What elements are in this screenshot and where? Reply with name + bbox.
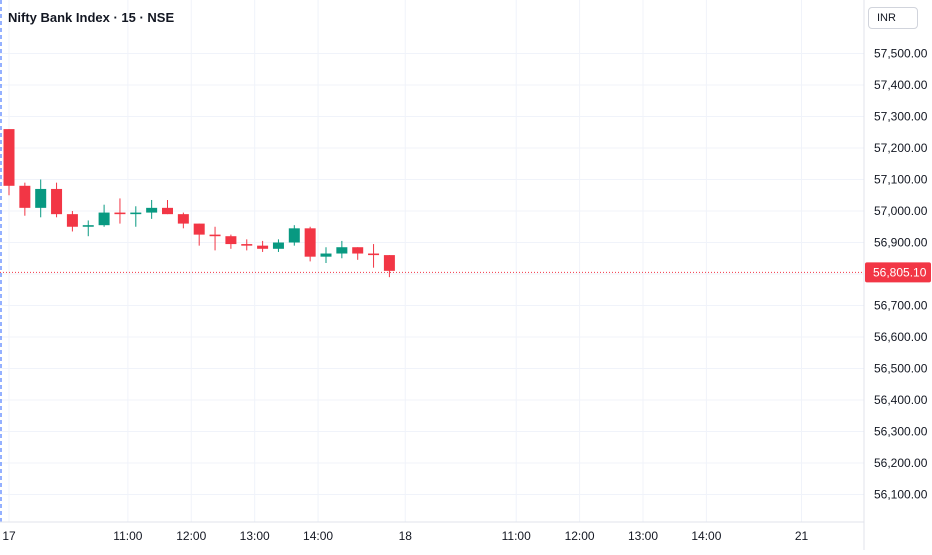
x-tick-label: 11:00 (502, 529, 531, 543)
candle (352, 247, 364, 260)
x-tick-label: 13:00 (628, 529, 658, 543)
candle (177, 212, 189, 229)
candle-layer (3, 129, 395, 278)
y-tick-label: 56,100.00 (874, 488, 928, 502)
candle-body (193, 223, 205, 235)
candle (209, 226, 221, 251)
y-tick-label: 56,500.00 (874, 362, 928, 376)
x-axis[interactable]: 17 11:00 12:00 13:00 14:00 18 11:00 12:00 13:00 1… (0, 521, 864, 543)
candle (3, 129, 15, 196)
y-tick-label: 56,600.00 (874, 330, 928, 344)
candle-body (336, 247, 348, 254)
candle (82, 220, 94, 237)
y-tick-label: 57,300.00 (874, 110, 928, 124)
candle-body (257, 245, 269, 249)
candle (193, 223, 205, 246)
candle (320, 247, 332, 263)
x-tick-label: 14:00 (303, 529, 333, 543)
x-tick-label: 11:00 (113, 529, 142, 543)
x-tick-label: 18 (399, 529, 413, 543)
candle (383, 255, 395, 278)
y-tick-label: 56,200.00 (874, 456, 928, 470)
last-price-badge (865, 262, 931, 283)
y-tick-label: 56,700.00 (874, 299, 928, 313)
candle-body (51, 188, 63, 215)
y-axis[interactable]: 57,500.00 57,400.00 57,300.00 57,200.00 57,1… (863, 0, 931, 550)
candle (241, 239, 253, 251)
candle-body (272, 242, 284, 249)
candle (66, 211, 78, 232)
candle (336, 240, 348, 259)
candle (114, 198, 126, 224)
candle-body (241, 244, 253, 246)
chart-title: Nifty Bank Index · 15 · NSE (8, 10, 175, 25)
y-tick-label: 56,900.00 (874, 236, 928, 250)
candle-body (177, 214, 189, 224)
candle-body (35, 188, 47, 208)
candle-body (98, 212, 110, 226)
candle-body (82, 225, 94, 227)
x-tick-label: 14:00 (691, 529, 721, 543)
candle-body (209, 234, 221, 237)
grid-layer (0, 0, 864, 522)
candle (51, 182, 63, 218)
candle-body (146, 207, 158, 213)
candle-body (114, 212, 126, 215)
candle-body (383, 255, 395, 271)
y-tick-label: 57,000.00 (874, 204, 928, 218)
y-tick-label: 56,300.00 (874, 425, 928, 439)
candle (225, 234, 237, 249)
candle-body (304, 228, 316, 257)
y-tick-label: 57,100.00 (874, 173, 928, 187)
candle (272, 239, 284, 252)
candle (130, 206, 142, 227)
x-tick-label: 13:00 (240, 529, 270, 543)
candle-body (225, 236, 237, 245)
y-tick-label: 57,500.00 (874, 47, 928, 61)
candle-body (66, 214, 78, 227)
candle (19, 182, 31, 216)
candle-body (352, 247, 364, 254)
currency-selector[interactable]: INR (868, 7, 918, 29)
candle-body (3, 129, 15, 186)
x-tick-label: 21 (795, 529, 809, 543)
x-tick-label: 17 (2, 529, 16, 543)
candle-body (288, 228, 300, 243)
candle (98, 204, 110, 227)
x-tick-label: 12:00 (565, 529, 595, 543)
candle (304, 226, 316, 262)
candle (368, 244, 380, 268)
y-tick-label: 57,200.00 (874, 141, 928, 155)
y-tick-label: 57,400.00 (874, 78, 928, 92)
candle (257, 240, 269, 252)
candle (288, 225, 300, 246)
last-price-label: 56,805.10 (873, 265, 927, 279)
candle-body (19, 185, 31, 208)
candle-body (130, 212, 142, 215)
x-tick-label: 12:00 (176, 529, 206, 543)
candle-body (368, 253, 380, 256)
candle (146, 199, 158, 219)
y-tick-label: 56,400.00 (874, 393, 928, 407)
candle-body (320, 253, 332, 257)
candle (35, 179, 47, 218)
candle (162, 199, 173, 215)
candle-body (162, 207, 173, 215)
